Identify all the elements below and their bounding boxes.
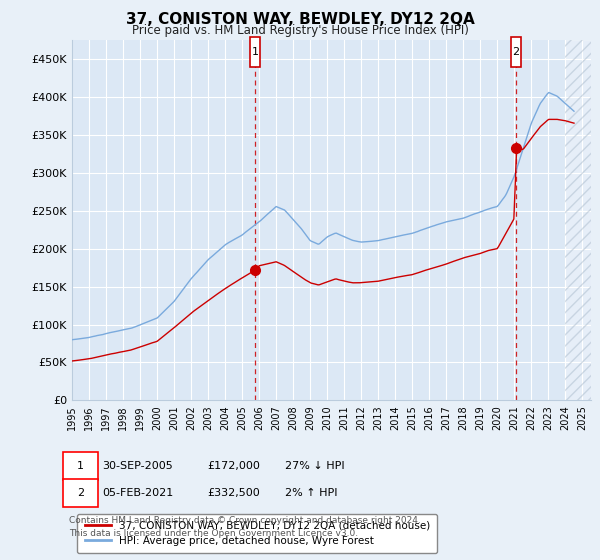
Text: Contains HM Land Registry data © Crown copyright and database right 2024.
This d: Contains HM Land Registry data © Crown c…	[69, 516, 421, 538]
FancyBboxPatch shape	[250, 37, 260, 67]
Text: £172,000: £172,000	[207, 461, 260, 471]
Text: 2: 2	[512, 47, 520, 57]
FancyBboxPatch shape	[511, 37, 521, 67]
Text: 30-SEP-2005: 30-SEP-2005	[102, 461, 173, 471]
Text: 2: 2	[77, 488, 84, 498]
Text: 27% ↓ HPI: 27% ↓ HPI	[285, 461, 344, 471]
Text: Price paid vs. HM Land Registry's House Price Index (HPI): Price paid vs. HM Land Registry's House …	[131, 24, 469, 36]
Text: 37, CONISTON WAY, BEWDLEY, DY12 2QA: 37, CONISTON WAY, BEWDLEY, DY12 2QA	[125, 12, 475, 27]
Text: £332,500: £332,500	[207, 488, 260, 498]
Text: 2% ↑ HPI: 2% ↑ HPI	[285, 488, 337, 498]
Bar	[565, 40, 591, 400]
Legend: 37, CONISTON WAY, BEWDLEY, DY12 2QA (detached house), HPI: Average price, detach: 37, CONISTON WAY, BEWDLEY, DY12 2QA (det…	[77, 514, 437, 553]
Bar	[565, 40, 591, 400]
Text: 05-FEB-2021: 05-FEB-2021	[102, 488, 173, 498]
Text: 1: 1	[251, 47, 259, 57]
Text: 1: 1	[77, 461, 84, 471]
